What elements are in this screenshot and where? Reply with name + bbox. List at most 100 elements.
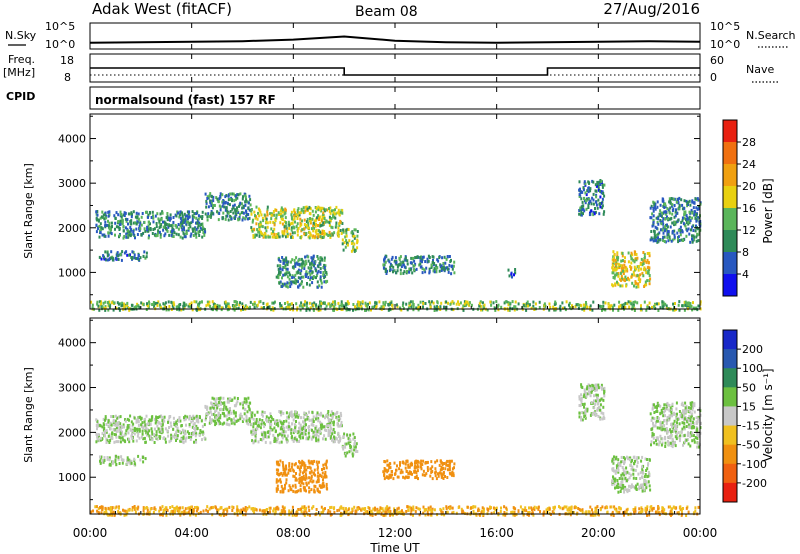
scatter-cell	[585, 199, 587, 203]
scatter-cell	[157, 217, 160, 221]
scatter-cell	[296, 439, 299, 443]
scatter-cell	[290, 465, 293, 469]
scatter-cell	[291, 484, 294, 488]
scatter-cell	[508, 274, 511, 278]
scatter-cell	[687, 227, 690, 231]
scatter-cell	[421, 258, 424, 261]
scatter-cell	[293, 475, 296, 479]
scatter-cell	[263, 306, 265, 309]
scatter-cell	[190, 436, 193, 439]
scatter-cell	[191, 308, 194, 312]
scatter-cell	[630, 473, 632, 477]
scatter-cell	[261, 414, 264, 418]
scatter-cell	[321, 257, 323, 261]
scatter-cell	[294, 426, 297, 430]
scatter-cell	[189, 305, 192, 309]
scatter-cell	[448, 263, 451, 267]
scatter-cell	[245, 419, 248, 423]
scatter-cell	[678, 196, 681, 200]
scatter-cell	[685, 221, 688, 224]
station-title: Adak West (fitACF)	[92, 0, 232, 18]
scatter-cell	[613, 482, 616, 486]
scatter-cell	[683, 216, 686, 220]
scatter-cell	[113, 301, 116, 305]
scatter-cell	[625, 267, 628, 271]
scatter-cell	[648, 274, 651, 277]
scatter-cell	[313, 301, 316, 305]
scatter-cell	[102, 216, 104, 219]
scatter-cell	[242, 406, 245, 410]
scatter-cell	[130, 459, 133, 463]
scatter-cell	[262, 301, 265, 305]
scatter-cell	[649, 488, 652, 492]
scatter-cell	[121, 303, 124, 307]
scatter-cell	[585, 394, 588, 398]
scatter-cell	[383, 472, 386, 476]
scatter-cell	[191, 227, 194, 231]
scatter-cell	[110, 415, 113, 418]
scatter-cell	[667, 429, 670, 433]
scatter-cell	[197, 217, 200, 221]
scatter-cell	[316, 463, 319, 466]
scatter-cell	[661, 220, 664, 224]
scatter-cell	[580, 304, 583, 308]
scatter-cell	[120, 258, 123, 262]
scatter-cell	[304, 418, 307, 422]
scatter-cell	[278, 410, 281, 413]
scatter-cell	[234, 194, 237, 198]
scatter-cell	[302, 461, 305, 465]
scatter-cell	[299, 432, 302, 436]
scatter-cell	[599, 202, 602, 206]
scatter-cell	[234, 411, 237, 415]
scatter-cell	[663, 403, 666, 407]
scatter-cell	[337, 234, 340, 238]
scatter-cell	[614, 258, 617, 262]
scatter-cell	[101, 432, 104, 436]
scatter-cell	[193, 300, 196, 304]
scatter-cell	[252, 302, 254, 306]
scatter-cell	[299, 423, 302, 427]
scatter-cell	[91, 303, 94, 307]
scatter-cell	[341, 238, 344, 242]
scatter-cell	[304, 255, 307, 259]
scatter-cell	[699, 300, 702, 304]
scatter-cell	[319, 420, 322, 424]
scatter-cell	[627, 260, 630, 264]
scatter-cell	[288, 464, 291, 468]
scatter-cell	[386, 269, 388, 273]
scatter-cell	[315, 415, 318, 419]
scatter-cell	[278, 432, 281, 436]
scatter-cell	[630, 485, 633, 489]
scatter-cell	[558, 306, 561, 310]
scatter-cell	[121, 461, 124, 465]
scatter-cell	[670, 239, 673, 243]
scatter-cell	[355, 442, 358, 446]
scatter-cell	[299, 221, 302, 225]
scatter-cell	[602, 212, 605, 216]
scatter-cell	[583, 415, 586, 418]
scatter-cell	[101, 305, 104, 309]
scatter-cell	[288, 223, 291, 227]
scatter-cell	[665, 306, 668, 310]
scatter-cell	[117, 440, 120, 444]
scatter-cell	[302, 425, 305, 429]
scatter-cell	[617, 272, 620, 275]
scatter-cell	[283, 434, 286, 438]
scatter-cell	[681, 219, 684, 223]
scatter-cell	[166, 429, 169, 433]
scatter-cell	[143, 418, 146, 422]
scatter-cell	[406, 262, 409, 266]
scatter-cell	[684, 300, 687, 304]
scatter-cell	[291, 274, 294, 278]
scatter-cell	[610, 304, 613, 308]
scatter-cell	[226, 209, 229, 213]
scatter-cell	[167, 308, 170, 312]
scatter-cell	[285, 267, 288, 271]
scatter-cell	[614, 469, 617, 473]
scatter-cell	[219, 195, 222, 198]
scatter-cell	[413, 268, 415, 272]
scatter-cell	[694, 216, 697, 220]
scatter-cell	[509, 306, 512, 310]
scatter-cell	[159, 233, 162, 236]
scatter-cell	[159, 235, 162, 239]
